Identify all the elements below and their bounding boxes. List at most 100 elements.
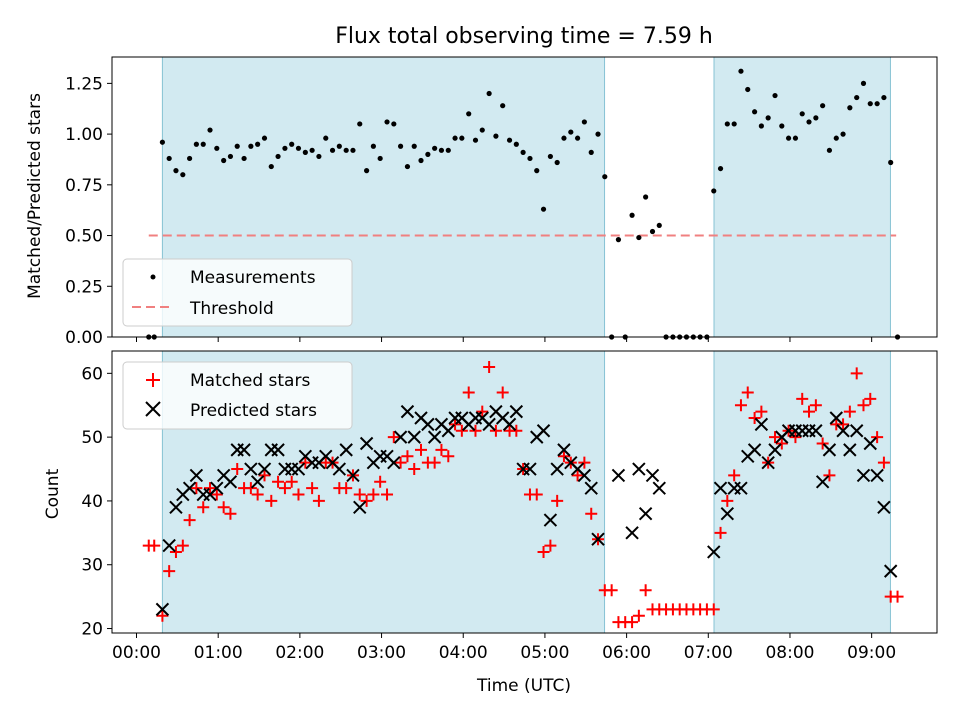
measurement-point: [731, 121, 737, 127]
measurement-point: [295, 145, 302, 151]
measurement-point: [779, 123, 785, 129]
predicted-star-point: [441, 424, 455, 438]
predicted-star-point: [761, 455, 775, 470]
measurement-point: [888, 159, 894, 166]
measurement-point: [336, 143, 342, 149]
matched-star-point: [489, 424, 502, 437]
measurement-point: [615, 237, 622, 243]
matched-star-point: [401, 450, 414, 463]
measurement-point: [268, 163, 274, 170]
measurement-point: [248, 143, 254, 149]
measurement-point: [799, 111, 805, 117]
predicted-star-point: [829, 411, 843, 425]
matched-star-point: [530, 488, 543, 501]
predicted-star-point: [768, 443, 782, 457]
measurement-point: [227, 153, 234, 160]
matched-stars-series: [142, 360, 904, 629]
predicted-star-point: [577, 468, 592, 483]
predicted-star-point: [332, 462, 347, 476]
matched-star-point: [265, 494, 278, 507]
matched-star-point: [816, 437, 829, 450]
matched-star-point: [224, 507, 237, 520]
measurement-point: [404, 163, 411, 170]
measurement-point: [588, 149, 594, 155]
matched-star-point: [496, 386, 509, 399]
measurement-point: [255, 141, 261, 147]
ratio-ytick-label: 1.25: [65, 74, 103, 94]
measurement-point: [452, 135, 458, 141]
count-ytick-label: 60: [81, 364, 103, 384]
count-panel-axes: 20 30 40 50 60 00:00 01:00 02:00 03:00 04:00 05:00…: [81, 350, 938, 663]
matched-star-point: [585, 507, 598, 520]
measurement-point: [860, 80, 867, 86]
count-ytick-label: 30: [81, 556, 103, 576]
predicted-star-point: [863, 436, 877, 451]
measurement-point: [758, 123, 764, 129]
matched-star-point: [210, 488, 223, 501]
matched-star-point: [156, 609, 169, 622]
matched-star-point: [871, 431, 884, 444]
measurement-point: [391, 121, 397, 127]
measurement-point: [486, 90, 492, 97]
predicted-star-point: [707, 545, 721, 559]
matched-star-point: [387, 431, 400, 444]
matched-star-point: [857, 399, 870, 412]
predicted-star-point: [244, 462, 258, 476]
matched-star-point: [306, 482, 319, 495]
measurement-point: [745, 86, 751, 93]
measurement-point: [772, 92, 778, 99]
count-legend: Matched stars Predicted stars: [122, 361, 353, 430]
matched-star-point: [748, 411, 761, 424]
matched-star-point: [809, 399, 822, 412]
measurement-point: [554, 159, 560, 166]
predicted-star-point: [509, 404, 524, 419]
matched-star-point: [312, 494, 325, 507]
matched-star-point: [360, 494, 373, 507]
predicted-star-point: [645, 468, 660, 483]
measurement-point: [806, 119, 812, 125]
predicted-star-point: [189, 468, 204, 483]
matched-star-point: [428, 456, 441, 469]
measurement-point: [602, 174, 608, 180]
measurement-point: [527, 155, 533, 162]
measurement-point: [656, 222, 662, 229]
measurement-point: [738, 68, 744, 74]
predicted-star-point: [387, 455, 401, 470]
matched-star-point: [435, 443, 448, 456]
matched-star-point: [557, 450, 570, 463]
matched-star-point: [394, 456, 407, 469]
count-ytick-label: 50: [81, 428, 103, 448]
measurement-point: [472, 137, 479, 143]
predicted-legend-marker: [145, 401, 161, 417]
measurements-legend-marker: [150, 274, 156, 280]
predicted-star-point: [400, 404, 415, 419]
count-xtick-label: 00:00: [112, 643, 161, 663]
predicted-star-point: [843, 443, 857, 457]
predicted-star-point: [809, 424, 823, 438]
count-xtick-label: 06:00: [602, 643, 651, 663]
measurement-point: [329, 147, 336, 153]
predicted-star-point: [543, 513, 558, 527]
matched-star-point: [469, 424, 482, 437]
measurement-point: [752, 109, 758, 115]
ratio-ytick-label: 0.00: [65, 328, 103, 348]
count-legend-box: [122, 361, 353, 430]
measurement-point: [302, 149, 308, 155]
predicted-star-point: [523, 462, 537, 476]
matched-star-point: [769, 431, 782, 444]
matched-star-point: [891, 590, 904, 603]
time-xlabel: Time (UTC): [476, 676, 571, 696]
measurement-point: [649, 228, 656, 235]
matched-star-point: [796, 392, 809, 405]
matched-star-point: [244, 482, 257, 495]
matched-star-point: [850, 367, 863, 380]
measurement-point: [568, 129, 574, 135]
count-xtick-label: 01:00: [194, 643, 243, 663]
measurement-point: [534, 168, 540, 174]
predicted-star-point: [584, 481, 598, 495]
predicted-star-point: [271, 443, 285, 457]
matched-star-point: [510, 424, 523, 437]
measurement-point: [445, 147, 451, 153]
measurement-point: [309, 147, 315, 153]
measurement-point: [459, 135, 465, 141]
